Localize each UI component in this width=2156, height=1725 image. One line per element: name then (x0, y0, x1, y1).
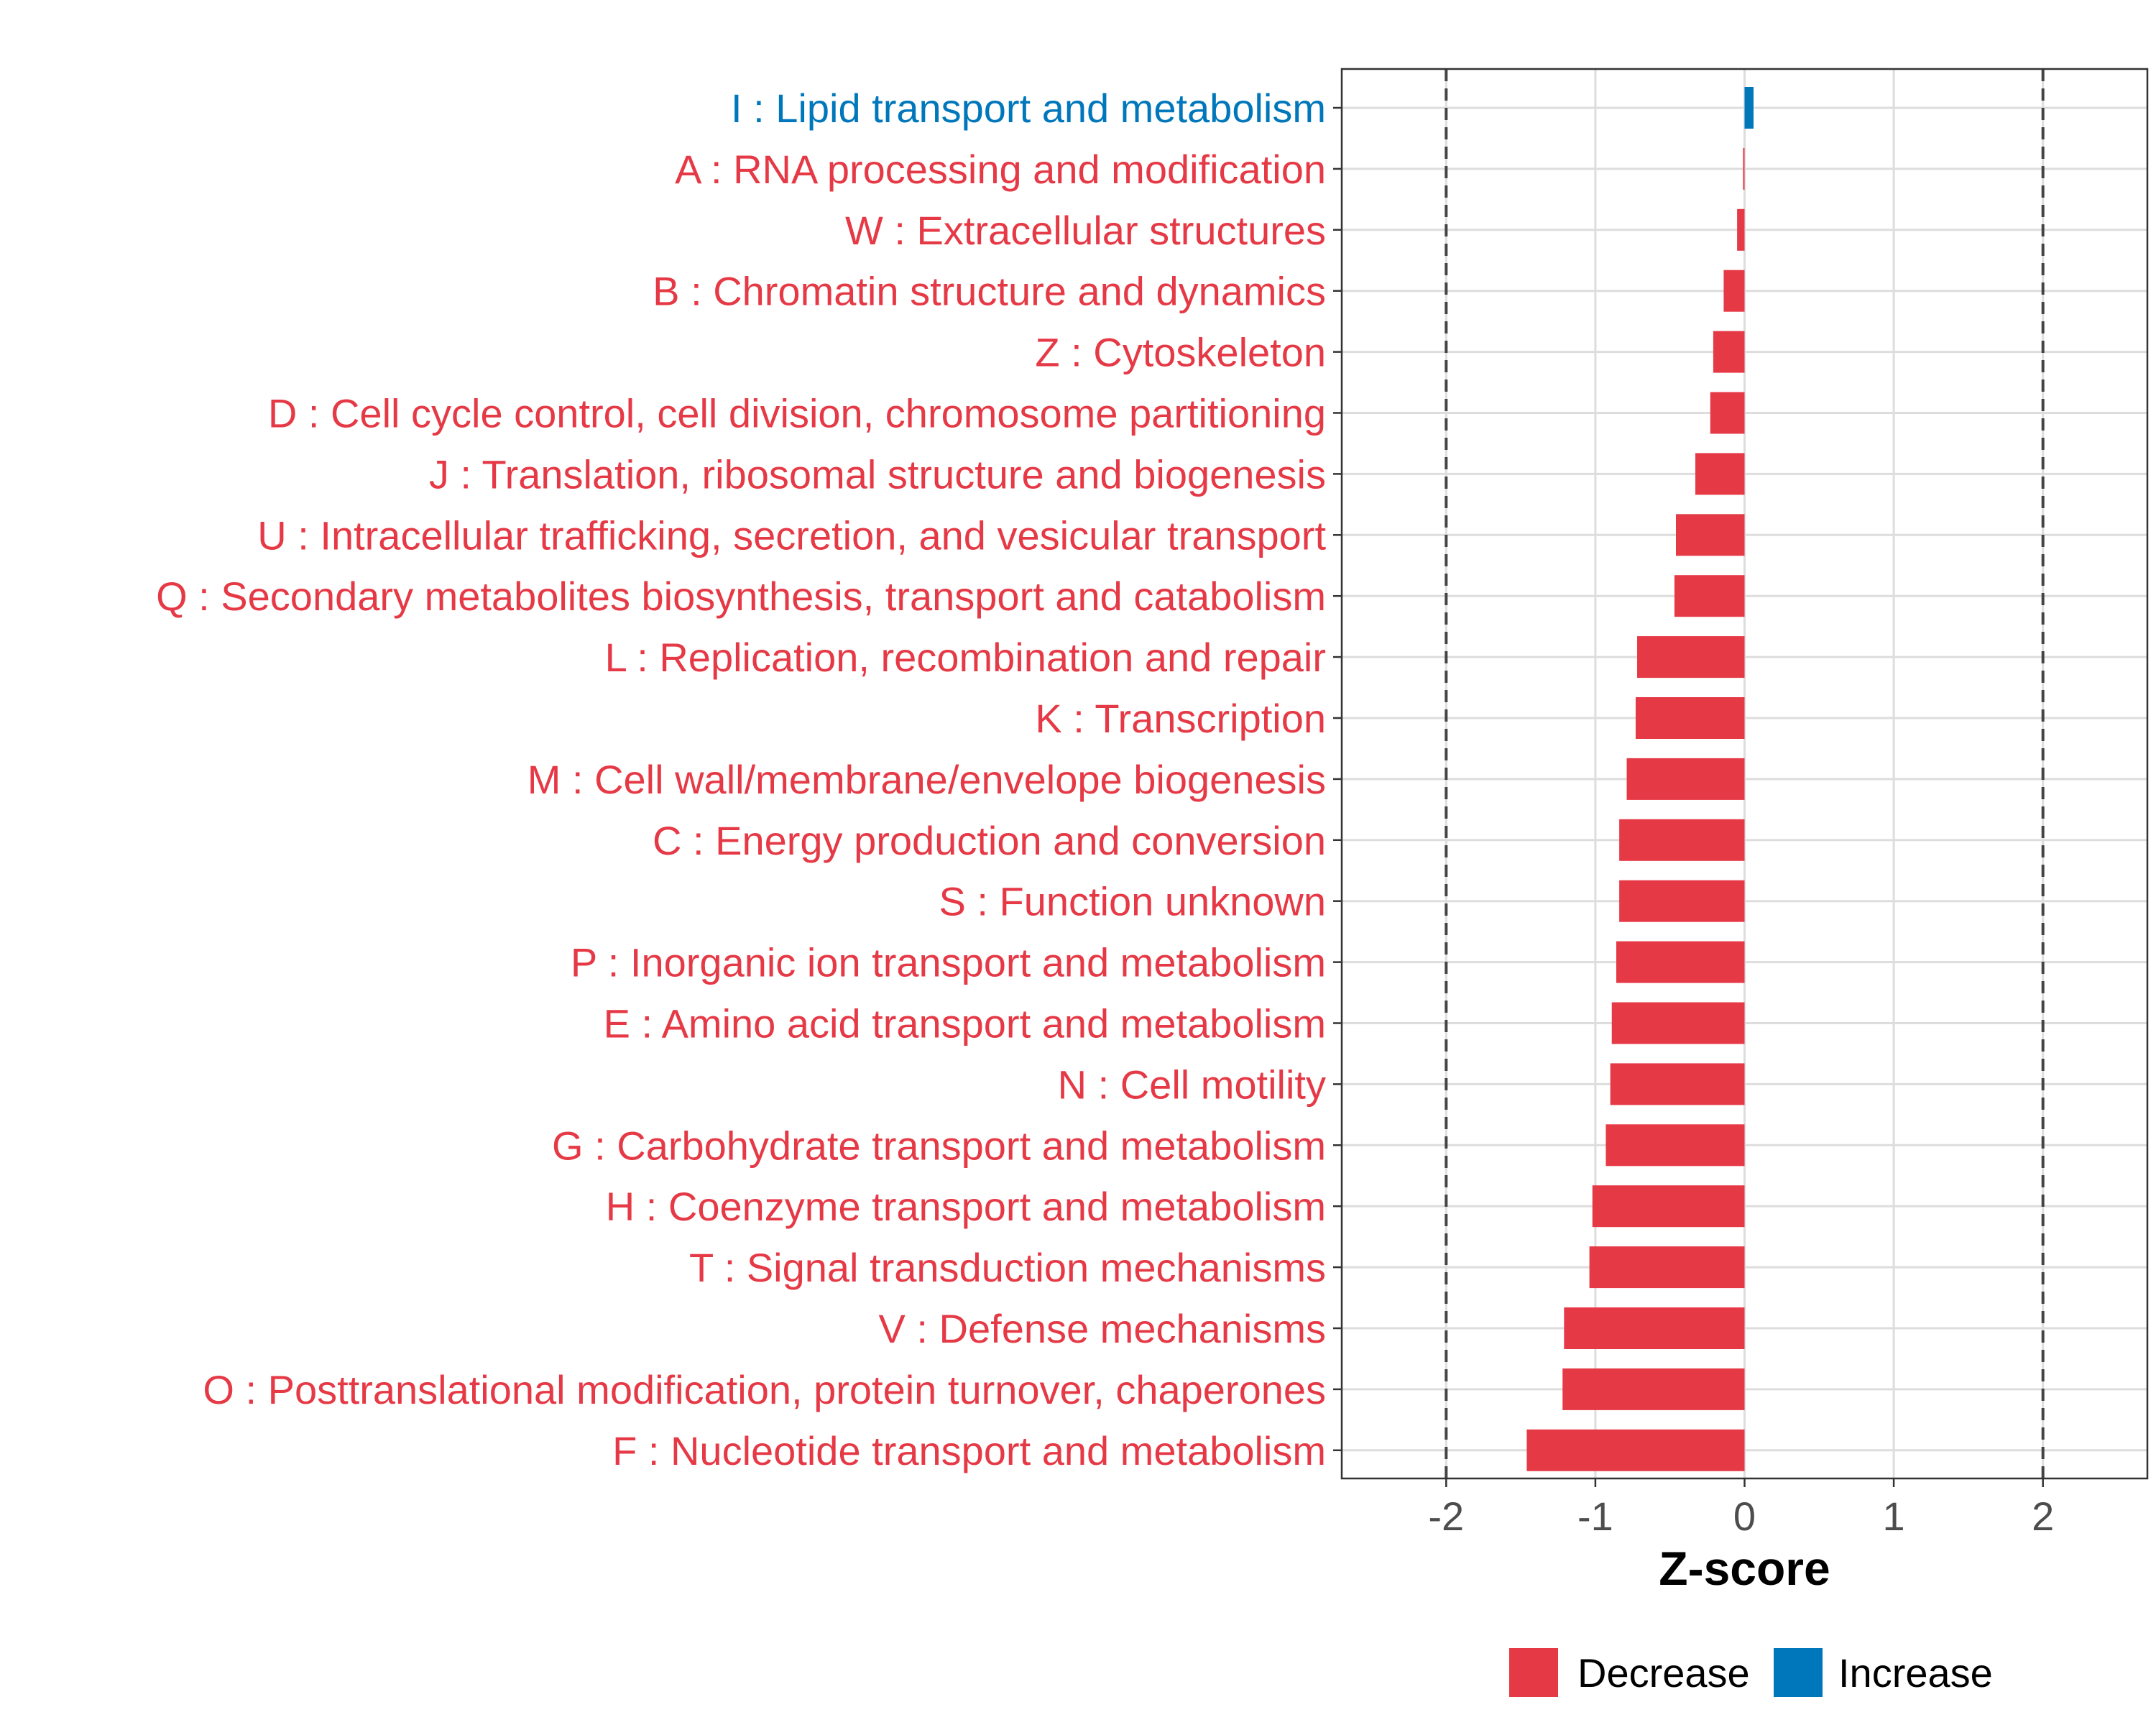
bar (1564, 1307, 1745, 1349)
x-tick-label: 2 (2032, 1494, 2054, 1539)
category-label: G : Carbohydrate transport and metabolis… (552, 1123, 1326, 1168)
bar (1562, 1368, 1745, 1410)
x-tick-label: -1 (1577, 1494, 1613, 1539)
legend-swatch (1774, 1648, 1823, 1697)
bar (1592, 1185, 1745, 1228)
reference-lines (1445, 69, 2045, 1478)
x-tick-label: -2 (1428, 1494, 1464, 1539)
category-label: M : Cell wall/membrane/envelope biogenes… (528, 757, 1326, 802)
x-tick-label: 1 (1883, 1494, 1905, 1539)
bar (1674, 575, 1745, 617)
y-axis-labels: I : Lipid transport and metabolism A : RN… (156, 86, 1326, 1473)
category-label: U : Intracellular trafficking, secretion… (257, 512, 1326, 558)
bar (1676, 514, 1745, 556)
category-label: Z : Cytoskeleton (1035, 330, 1326, 375)
legend-label: Increase (1838, 1650, 1993, 1696)
category-label: J : Translation, ribosomal structure and… (429, 451, 1326, 497)
x-tick-label: 0 (1733, 1494, 1756, 1539)
category-label: A : RNA processing and modification (675, 147, 1326, 192)
bar (1637, 636, 1745, 678)
bar (1626, 758, 1745, 800)
legend: Decrease Increase (1509, 1648, 1993, 1697)
legend-label: Decrease (1577, 1650, 1750, 1696)
category-label: K : Transcription (1035, 696, 1326, 741)
category-label: V : Defense mechanisms (879, 1306, 1326, 1351)
x-axis-ticks: -2 -1 0 1 2 (1428, 1478, 2054, 1539)
bar (1619, 880, 1745, 922)
category-label: Q : Secondary metabolites biosynthesis, … (156, 574, 1326, 619)
category-label: T : Signal transduction mechanisms (689, 1245, 1326, 1290)
x-axis-title: Z-score (1659, 1542, 1830, 1595)
category-label: P : Inorganic ion transport and metaboli… (571, 940, 1326, 985)
category-label: N : Cell motility (1058, 1062, 1326, 1107)
bar (1695, 453, 1745, 495)
bar (1723, 270, 1745, 312)
bar (1737, 208, 1745, 251)
bars (1526, 87, 1754, 1471)
bar (1610, 1063, 1745, 1105)
bar (1713, 331, 1745, 373)
category-label: I : Lipid transport and metabolism (731, 86, 1326, 131)
category-label: E : Amino acid transport and metabolism (604, 1001, 1326, 1046)
bar (1710, 392, 1745, 434)
category-label: H : Coenzyme transport and metabolism (606, 1184, 1326, 1229)
category-label: C : Energy production and conversion (653, 818, 1326, 863)
category-label: L : Replication, recombination and repai… (605, 635, 1326, 680)
category-label: D : Cell cycle control, cell division, c… (268, 391, 1326, 436)
bar (1526, 1429, 1745, 1471)
bar (1635, 697, 1745, 739)
bar (1744, 87, 1754, 129)
category-label: B : Chromatin structure and dynamics (653, 269, 1326, 314)
category-label: S : Function unknown (939, 879, 1326, 924)
y-axis-ticks (1333, 106, 1342, 1452)
bar (1619, 819, 1745, 861)
bar (1589, 1246, 1745, 1289)
bar (1616, 941, 1745, 983)
category-label: O : Posttranslational modification, prot… (203, 1367, 1326, 1412)
bar (1743, 147, 1745, 190)
category-label: W : Extracellular structures (845, 208, 1326, 253)
category-label: F : Nucleotide transport and metabolism (612, 1428, 1326, 1473)
bar (1606, 1124, 1745, 1167)
legend-swatch (1509, 1648, 1558, 1697)
bar (1611, 1002, 1745, 1044)
